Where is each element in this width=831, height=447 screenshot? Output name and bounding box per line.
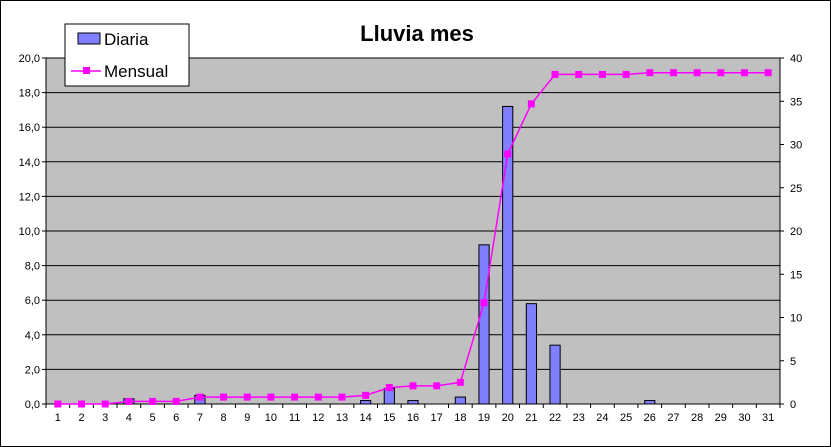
x-tick-label: 10 <box>265 412 277 424</box>
legend: Diaria Mensual <box>64 23 190 87</box>
x-tick-label: 15 <box>383 412 395 424</box>
bar-diaria <box>407 400 419 405</box>
y-right-tick-label: 10 <box>790 313 802 325</box>
y-right-tick-label: 40 <box>790 53 802 65</box>
point-mensual <box>717 69 725 77</box>
y-right-tick-label: 25 <box>790 183 802 195</box>
y-left-tick-label: 20,0 <box>19 53 40 65</box>
point-mensual <box>740 69 748 77</box>
x-tick-label: 24 <box>596 412 608 424</box>
legend-label-mensual: Mensual <box>104 62 168 81</box>
point-mensual <box>456 378 464 386</box>
point-mensual <box>527 100 535 108</box>
y-left-tick-label: 0,0 <box>25 399 40 411</box>
y-left-tick-label: 4,0 <box>25 330 40 342</box>
y-left-tick-label: 12,0 <box>19 191 40 203</box>
y-right-tick-label: 30 <box>790 140 802 152</box>
y-left-tick-label: 14,0 <box>19 157 40 169</box>
point-mensual <box>267 393 275 401</box>
x-tick-label: 28 <box>691 412 703 424</box>
point-mensual <box>433 382 441 390</box>
x-tick-label: 4 <box>126 412 132 424</box>
y-right-tick-label: 35 <box>790 96 802 108</box>
legend-swatch-diaria <box>77 32 101 45</box>
x-tick-label: 7 <box>197 412 203 424</box>
x-tick-label: 29 <box>715 412 727 424</box>
point-mensual <box>504 150 512 158</box>
point-mensual <box>764 69 772 77</box>
x-tick-label: 30 <box>738 412 750 424</box>
point-mensual <box>622 70 630 78</box>
x-tick-label: 6 <box>173 412 179 424</box>
x-tick-label: 27 <box>667 412 679 424</box>
point-mensual <box>575 70 583 78</box>
x-tick-label: 8 <box>221 412 227 424</box>
point-mensual <box>598 70 606 78</box>
x-tick-label: 17 <box>431 412 443 424</box>
x-tick-label: 2 <box>78 412 84 424</box>
x-tick-label: 3 <box>102 412 108 424</box>
y-right-tick-label: 15 <box>790 269 802 281</box>
point-mensual <box>54 400 62 408</box>
bar-diaria <box>478 244 490 405</box>
point-mensual <box>243 393 251 401</box>
point-mensual <box>314 393 322 401</box>
bar-diaria <box>454 396 466 405</box>
bar-diaria <box>525 303 537 405</box>
point-mensual <box>480 299 488 307</box>
x-tick-label: 11 <box>289 412 300 424</box>
point-mensual <box>78 400 86 408</box>
x-tick-label: 26 <box>644 412 656 424</box>
chart-title: Lluvia mes <box>360 21 474 46</box>
point-mensual <box>551 70 559 78</box>
y-left-tick-label: 18,0 <box>19 88 40 100</box>
x-tick-label: 14 <box>360 412 372 424</box>
point-mensual <box>646 69 654 77</box>
bar-diaria <box>360 400 372 405</box>
x-tick-label: 12 <box>312 412 324 424</box>
x-tick-label: 22 <box>549 412 561 424</box>
point-mensual <box>385 384 393 392</box>
y-left-tick-label: 10,0 <box>19 226 40 238</box>
x-tick-label: 25 <box>620 412 632 424</box>
point-mensual <box>338 393 346 401</box>
x-tick-label: 20 <box>502 412 514 424</box>
x-tick-label: 16 <box>407 412 419 424</box>
bar-diaria <box>644 400 656 405</box>
point-mensual <box>409 382 417 390</box>
x-tick-label: 31 <box>762 412 774 424</box>
x-tick-label: 5 <box>149 412 155 424</box>
point-mensual <box>101 400 109 408</box>
y-right-tick-label: 20 <box>790 226 802 238</box>
point-mensual <box>172 397 180 405</box>
bar-diaria <box>549 344 561 405</box>
x-tick-label: 21 <box>525 412 537 424</box>
x-tick-label: 9 <box>244 412 250 424</box>
point-mensual <box>149 397 157 405</box>
plot-area: 0,0 2,0 4,0 6,0 8,0 10,0 12,0 14,0 16,0 18,0 20,0 0… <box>19 53 803 424</box>
y-left-tick-label: 8,0 <box>25 261 40 273</box>
x-tick-label: 1 <box>55 412 61 424</box>
y-left-tick-label: 6,0 <box>25 295 40 307</box>
point-mensual <box>362 391 370 399</box>
point-mensual <box>669 69 677 77</box>
x-tick-label: 18 <box>454 412 466 424</box>
bar-diaria <box>502 105 514 405</box>
y-left-tick-label: 16,0 <box>19 122 40 134</box>
y-right-tick-label: 5 <box>790 356 796 368</box>
x-tick-label: 23 <box>573 412 585 424</box>
x-tick-label: 13 <box>336 412 348 424</box>
point-mensual <box>196 393 204 401</box>
point-mensual <box>291 393 299 401</box>
point-mensual <box>125 397 133 405</box>
point-mensual <box>220 393 228 401</box>
legend-marker-mensual <box>83 67 90 74</box>
y-left-tick-label: 2,0 <box>25 364 40 376</box>
y-right-tick-label: 0 <box>790 399 796 411</box>
legend-label-diaria: Diaria <box>104 30 149 49</box>
point-mensual <box>693 69 701 77</box>
x-tick-label: 19 <box>478 412 490 424</box>
